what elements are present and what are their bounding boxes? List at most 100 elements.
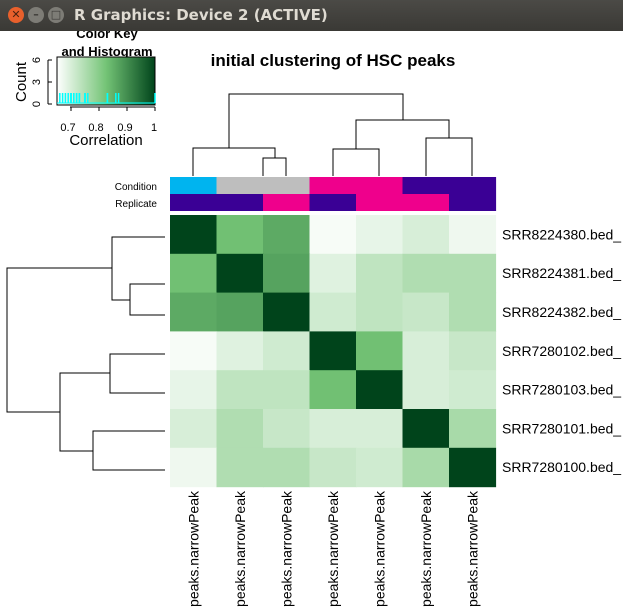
condition-annotation-cell [216, 177, 264, 194]
heatmap-cell [449, 215, 497, 255]
row-label: SRR7280100.bed_ [502, 459, 621, 475]
heatmap-cell [170, 292, 218, 332]
heatmap-cell [170, 253, 218, 294]
heatmap-cell [263, 370, 311, 410]
row-labels: SRR8224380.bed_ SRR8224381.bed_ SRR8224382… [502, 226, 621, 475]
color-key-histogram [57, 93, 156, 104]
heatmap-cell [356, 370, 404, 410]
condition-annotation-cell [356, 177, 404, 194]
heatmap-cell [449, 370, 497, 410]
title-bar[interactable]: ✕ – □ R Graphics: Device 2 (ACTIVE) [0, 0, 623, 31]
key-xtick-1: 1 [151, 122, 157, 134]
heatmap-cell [449, 331, 497, 371]
heatmap-cell [216, 331, 264, 371]
replicate-annotation-cell [263, 194, 311, 211]
heatmap-cell [170, 447, 218, 488]
heatmap-cell [449, 447, 497, 488]
heatmap-cell [356, 331, 404, 371]
heatmap-cell [216, 215, 264, 255]
heatmap-cell [170, 370, 218, 410]
replicate-annotation-cell [170, 194, 218, 211]
column-label: peaks.narrowPeak [464, 490, 480, 607]
heatmap-cell [402, 409, 450, 449]
heatmap-cell [263, 331, 311, 371]
condition-annotation-cell [309, 177, 357, 194]
heatmap-cell [216, 292, 264, 332]
row-label: SRR8224381.bed_ [502, 265, 621, 281]
heatmap-cell [263, 253, 311, 294]
key-xtick-0.8: 0.8 [88, 122, 103, 134]
replicate-annotation-cell [402, 194, 450, 211]
heatmap-cell [449, 409, 497, 449]
column-dendrogram [192, 93, 473, 176]
heatmap-cell [309, 370, 357, 410]
heatmap-cell [216, 447, 264, 488]
heatmap-cell [309, 215, 357, 255]
chart-title: initial clustering of HSC peaks [211, 51, 456, 70]
condition-annotation-cell [449, 177, 497, 194]
heatmap-cell [309, 292, 357, 332]
heatmap-cell [356, 409, 404, 449]
heatmap-cell [263, 409, 311, 449]
heatmap-cell [402, 292, 450, 332]
condition-annotation-cell [170, 177, 218, 194]
heatmap-cell [356, 215, 404, 255]
heatmap-cell [216, 370, 264, 410]
heatmap-cell [402, 370, 450, 410]
color-key-subtitle: and Histogram [61, 44, 152, 59]
column-label: peaks.narrowPeak [418, 490, 434, 607]
window-title: R Graphics: Device 2 (ACTIVE) [74, 6, 328, 24]
heatmap-cell [263, 447, 311, 488]
row-label: SRR7280102.bed_ [502, 343, 621, 359]
heatmap-cell [356, 292, 404, 332]
maximize-icon[interactable]: □ [48, 7, 64, 23]
key-xlabel: Correlation [69, 132, 142, 149]
row-label: SRR7280101.bed_ [502, 420, 621, 436]
condition-annotation-cell [263, 177, 311, 194]
heatmap-cell [402, 331, 450, 371]
column-label: peaks.narrowPeak [371, 490, 387, 607]
column-label: peaks.narrowPeak [325, 490, 341, 607]
heatmap-cell [263, 292, 311, 332]
heatmap-cell [402, 253, 450, 294]
heatmap-cells [170, 215, 497, 488]
replicate-annotation-cell [216, 194, 264, 211]
heatmap-cell [402, 447, 450, 488]
close-icon[interactable]: ✕ [8, 7, 24, 23]
heatmap-cell [356, 447, 404, 488]
annotation-bars [170, 177, 497, 211]
heatmap-cell [402, 215, 450, 255]
replicate-annotation-cell [356, 194, 404, 211]
key-xtick-0.7: 0.7 [60, 122, 75, 134]
heatmap-cell [309, 447, 357, 488]
replicate-annotation-cell [449, 194, 497, 211]
row-label: SRR7280103.bed_ [502, 382, 621, 398]
heatmap-cell [170, 331, 218, 371]
row-label: SRR8224380.bed_ [502, 226, 621, 242]
heatmap-cell [216, 253, 264, 294]
color-key-title: Color Key [76, 31, 138, 41]
replicate-annotation-cell [309, 194, 357, 211]
color-key: Color Key and Histogram 0 3 6 Count 0.7 … [13, 31, 157, 149]
key-ytick-3: 3 [31, 79, 43, 85]
column-label: peaks.narrowPeak [185, 490, 201, 607]
heatmap-cell [170, 215, 218, 255]
heatmap-plot: Color Key and Histogram 0 3 6 Count 0.7 … [6, 31, 621, 607]
row-label: SRR8224382.bed_ [502, 304, 621, 320]
key-ytick-0: 0 [31, 101, 43, 107]
heatmap-cell [356, 253, 404, 294]
key-ylabel: Count [13, 61, 30, 102]
column-label: peaks.narrowPeak [278, 490, 294, 607]
row-dendrogram [6, 236, 165, 471]
heatmap-cell [263, 215, 311, 255]
heatmap-cell [216, 409, 264, 449]
minimize-icon[interactable]: – [28, 7, 44, 23]
condition-label: Condition [115, 182, 157, 193]
heatmap-cell [449, 292, 497, 332]
key-xtick-0.9: 0.9 [117, 122, 132, 134]
condition-annotation-cell [402, 177, 450, 194]
heatmap-cell [449, 253, 497, 294]
heatmap-cell [309, 253, 357, 294]
replicate-label: Replicate [115, 199, 157, 210]
